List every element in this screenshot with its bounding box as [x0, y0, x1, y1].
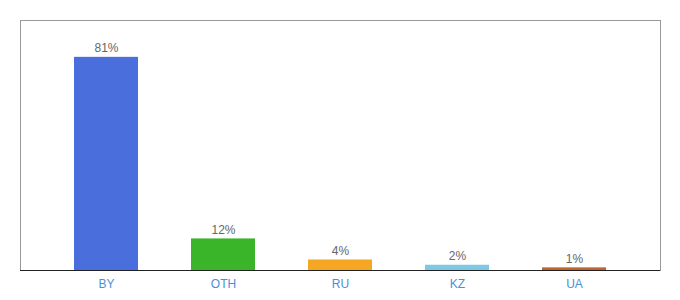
svg-text:81%: 81%: [94, 41, 118, 55]
svg-text:UA: UA: [566, 277, 583, 291]
svg-text:12%: 12%: [211, 223, 235, 237]
svg-text:1%: 1%: [566, 252, 584, 266]
svg-text:OTH: OTH: [211, 277, 236, 291]
svg-text:2%: 2%: [449, 249, 467, 263]
svg-text:BY: BY: [98, 277, 114, 291]
svg-text:4%: 4%: [332, 244, 350, 258]
svg-text:KZ: KZ: [450, 277, 465, 291]
svg-text:RU: RU: [332, 277, 349, 291]
